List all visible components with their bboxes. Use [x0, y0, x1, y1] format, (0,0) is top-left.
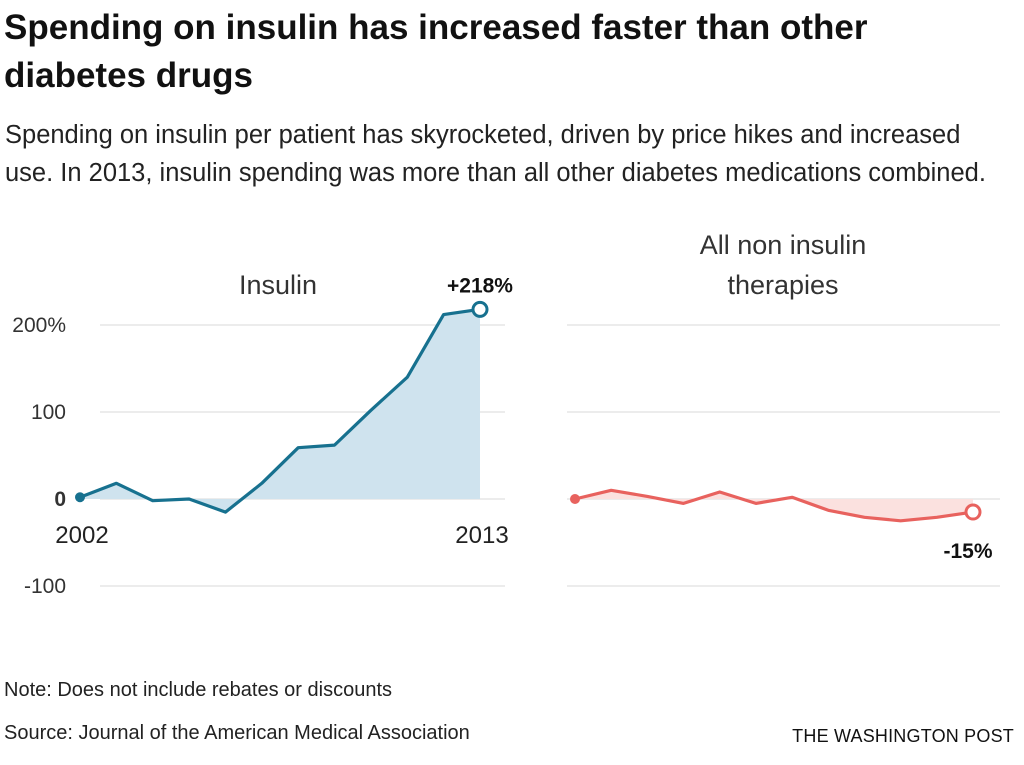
x-tick-label: 2002 — [55, 522, 108, 549]
end-value-label: -15% — [943, 540, 992, 563]
chart-title: Spending on insulin has increased faster… — [4, 8, 868, 95]
chart-subtitle: Spending on insulin per patient has skyr… — [5, 121, 986, 187]
y-tick-label: 100 — [31, 401, 66, 424]
y-tick-label: -100 — [24, 575, 66, 598]
y-tick-label: 200% — [12, 314, 66, 337]
publisher-credit: THE WASHINGTON POST — [792, 726, 1014, 746]
start-point — [570, 494, 580, 504]
start-point — [75, 492, 85, 503]
series-area — [575, 490, 973, 521]
chart-note: Note: Does not include rebates or discou… — [4, 679, 392, 701]
end-value-label: +218% — [447, 274, 513, 297]
end-point — [964, 503, 982, 521]
panel-title: All non insulin — [700, 230, 867, 260]
series-line — [78, 307, 482, 514]
y-tick-label: 0 — [54, 488, 66, 511]
end-point — [471, 300, 489, 318]
small-multiples-chart: 200% 100 0 -100 Insulin +218% 2002 2013 All non … — [12, 230, 1000, 598]
series-area — [80, 309, 480, 513]
series-line — [573, 488, 975, 523]
chart-source: Source: Journal of the American Medical … — [4, 722, 470, 744]
panel-title: therapies — [727, 270, 838, 300]
panel-title: Insulin — [239, 270, 317, 300]
x-tick-label: 2013 — [455, 522, 508, 549]
